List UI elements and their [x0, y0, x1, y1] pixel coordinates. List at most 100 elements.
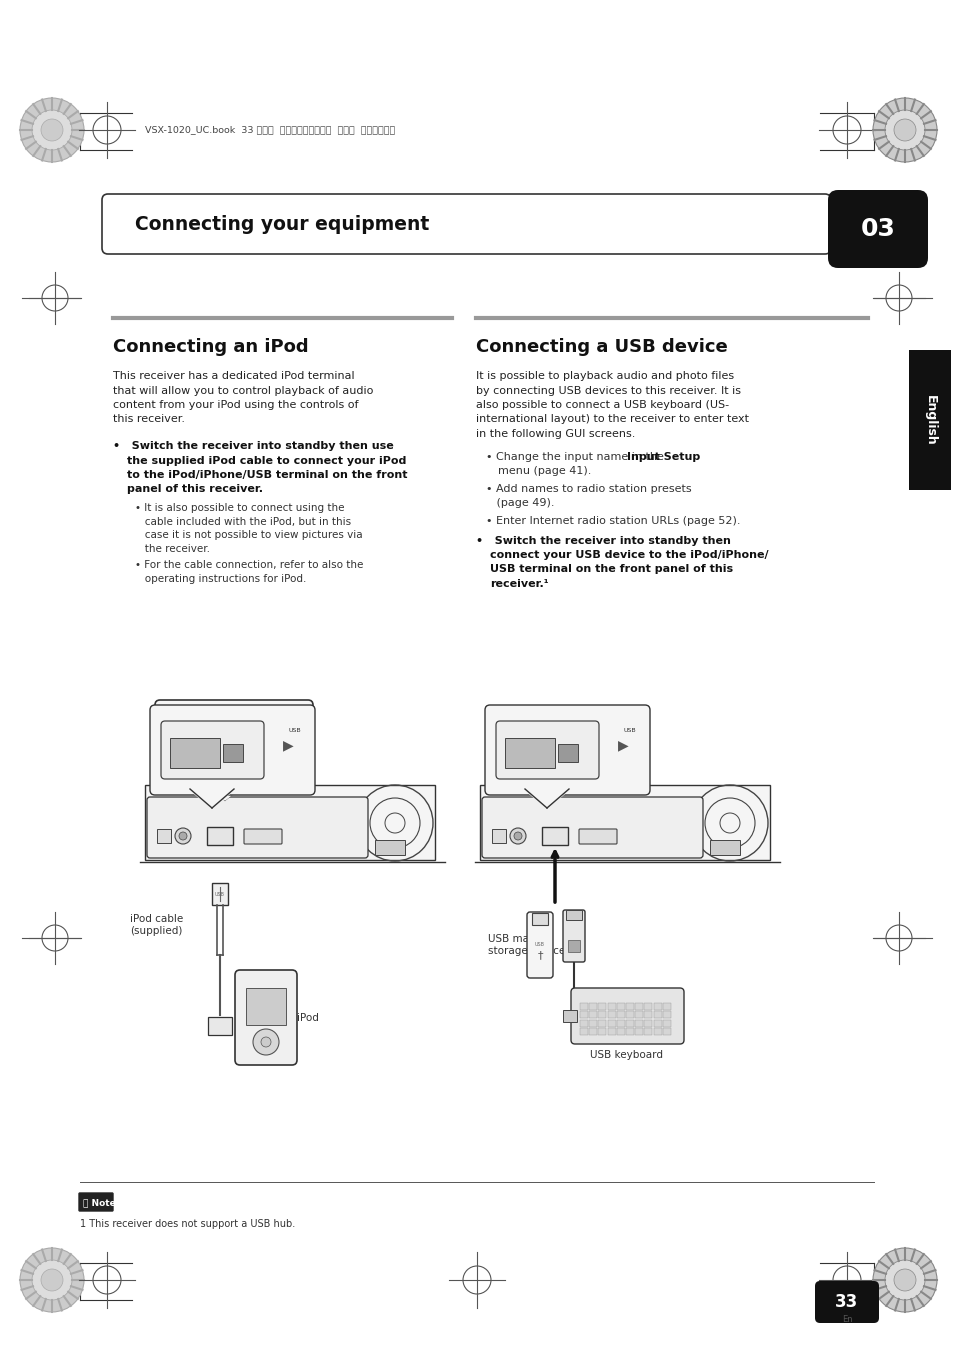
Bar	[625, 1019, 634, 1026]
Text: panel of this receiver.: panel of this receiver.	[127, 485, 263, 494]
Text: USB: USB	[535, 942, 544, 948]
Bar	[643, 1003, 652, 1010]
FancyBboxPatch shape	[571, 988, 683, 1044]
FancyBboxPatch shape	[496, 721, 598, 779]
Bar	[598, 1027, 606, 1035]
Text: 33: 33	[835, 1293, 858, 1311]
Text: VSX-1020_UC.book  33 ページ  ２０１０年１月７日  木曜日  午後６時０分: VSX-1020_UC.book 33 ページ ２０１０年１月７日 木曜日 午後…	[145, 126, 395, 135]
Bar	[579, 1027, 587, 1035]
Bar	[607, 1003, 615, 1010]
Bar	[653, 1027, 661, 1035]
Circle shape	[893, 1269, 915, 1291]
Text: (page 49).: (page 49).	[485, 498, 554, 508]
Bar	[246, 988, 286, 1025]
FancyBboxPatch shape	[244, 829, 282, 844]
Bar	[635, 1011, 642, 1018]
Circle shape	[514, 832, 521, 840]
FancyBboxPatch shape	[150, 705, 314, 795]
Circle shape	[20, 99, 84, 162]
Text: USB mass
storage device: USB mass storage device	[488, 934, 565, 956]
Circle shape	[41, 1269, 63, 1291]
FancyBboxPatch shape	[78, 1192, 113, 1211]
Text: Input Setup: Input Setup	[626, 451, 700, 462]
Text: • Add names to radio station presets: • Add names to radio station presets	[485, 485, 691, 494]
Text: in the following GUI screens.: in the following GUI screens.	[476, 429, 635, 439]
Text: USB: USB	[278, 720, 293, 726]
Bar	[589, 1027, 597, 1035]
Bar	[589, 1019, 597, 1026]
Bar	[607, 1019, 615, 1026]
Bar	[174, 716, 265, 765]
Text: 03: 03	[860, 217, 895, 242]
Text: receiver.¹: receiver.¹	[490, 579, 548, 589]
Bar	[504, 738, 555, 768]
Text: ▶: ▶	[617, 738, 628, 752]
Text: connect your USB device to the iPod/iPhone/: connect your USB device to the iPod/iPho…	[490, 549, 768, 560]
Circle shape	[893, 119, 915, 140]
Text: • Enter Internet radio station URLs (page 52).: • Enter Internet radio station URLs (pag…	[485, 516, 740, 525]
Text: iPod: iPod	[296, 1012, 318, 1023]
Bar	[908, 350, 950, 490]
Text: •   Switch the receiver into standby then: • Switch the receiver into standby then	[476, 536, 730, 545]
Bar	[662, 1027, 670, 1035]
Text: ▶: ▶	[282, 738, 293, 752]
Bar	[223, 744, 243, 761]
Text: ⓘ Note: ⓘ Note	[83, 1199, 115, 1207]
Bar	[662, 1019, 670, 1026]
Bar	[662, 1003, 670, 1010]
Bar	[598, 1011, 606, 1018]
Bar	[170, 738, 220, 768]
Text: English: English	[923, 394, 936, 446]
Text: †: †	[537, 950, 542, 960]
Text: Connecting a USB device: Connecting a USB device	[476, 338, 727, 356]
Bar	[709, 840, 740, 855]
Bar	[214, 722, 260, 761]
FancyBboxPatch shape	[479, 784, 769, 860]
Circle shape	[41, 119, 63, 140]
Circle shape	[884, 109, 924, 150]
Text: USB: USB	[214, 891, 225, 896]
Bar	[643, 1027, 652, 1035]
Circle shape	[884, 1260, 924, 1300]
FancyBboxPatch shape	[147, 796, 368, 859]
FancyBboxPatch shape	[145, 784, 435, 860]
Bar	[589, 1011, 597, 1018]
Circle shape	[253, 1029, 278, 1054]
FancyBboxPatch shape	[562, 910, 584, 963]
Bar	[562, 1010, 577, 1022]
Polygon shape	[524, 790, 568, 809]
Text: the supplied iPod cable to connect your iPod: the supplied iPod cable to connect your …	[127, 455, 406, 466]
Bar	[579, 1003, 587, 1010]
Bar	[375, 840, 405, 855]
FancyBboxPatch shape	[814, 1281, 878, 1323]
Circle shape	[32, 109, 71, 150]
Bar	[212, 883, 228, 905]
FancyBboxPatch shape	[827, 190, 927, 269]
Text: • For the cable connection, refer to also the: • For the cable connection, refer to als…	[135, 560, 363, 570]
Bar	[207, 828, 233, 845]
Text: that will allow you to control playback of audio: that will allow you to control playback …	[112, 386, 373, 396]
Circle shape	[261, 1037, 271, 1048]
Bar	[579, 1019, 587, 1026]
Bar	[653, 1011, 661, 1018]
Bar	[617, 1003, 624, 1010]
Text: This receiver has a dedicated iPod terminal: This receiver has a dedicated iPod termi…	[112, 371, 355, 381]
Text: iPod cable
(supplied): iPod cable (supplied)	[130, 914, 183, 936]
Bar	[625, 1027, 634, 1035]
Bar	[532, 913, 547, 925]
Text: menu (page 41).: menu (page 41).	[497, 466, 591, 477]
Bar	[635, 1027, 642, 1035]
Bar	[157, 829, 171, 842]
FancyBboxPatch shape	[526, 913, 553, 977]
Bar	[541, 828, 567, 845]
Bar	[598, 1019, 606, 1026]
Polygon shape	[200, 780, 250, 801]
Bar	[625, 1011, 634, 1018]
FancyBboxPatch shape	[481, 796, 702, 859]
Circle shape	[179, 832, 187, 840]
Text: It is possible to playback audio and photo files: It is possible to playback audio and pho…	[476, 371, 734, 381]
Text: the receiver.: the receiver.	[135, 544, 210, 554]
Text: content from your iPod using the controls of: content from your iPod using the control…	[112, 400, 358, 410]
Circle shape	[510, 828, 525, 844]
Circle shape	[174, 828, 191, 844]
